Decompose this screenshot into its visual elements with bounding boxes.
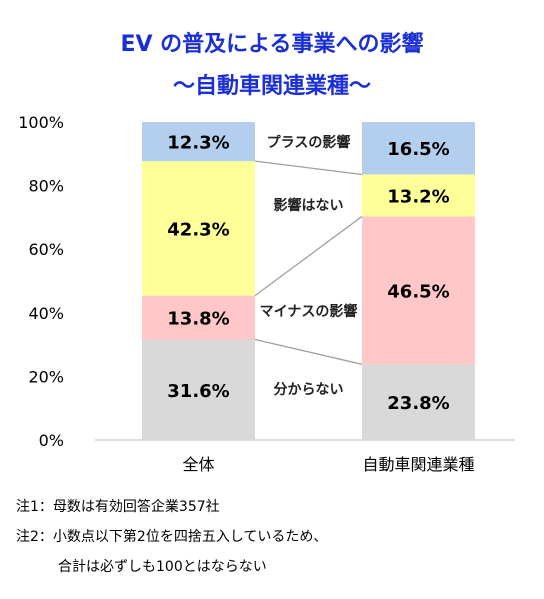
y-tick-label: 40% xyxy=(28,304,64,323)
data-label: 13.8% xyxy=(167,309,229,330)
bar-segment xyxy=(362,122,475,175)
category-label: 自動車関連業種 xyxy=(362,455,474,474)
bar-segment xyxy=(362,174,475,217)
data-label: 12.3% xyxy=(167,133,229,154)
stacked-bar-chart: 0% 20% 40% 60% 80% 100% 31.6% 13.8% 42.3% 12.3% 全体… xyxy=(18,113,515,474)
series-label: プラスの影響 xyxy=(267,134,351,151)
y-tick-label: 80% xyxy=(28,177,64,196)
data-label: 46.5% xyxy=(387,281,449,302)
data-label: 31.6% xyxy=(167,381,229,402)
y-tick-label: 20% xyxy=(28,367,64,386)
chart-subtitle: ～自動車関連業種～ xyxy=(172,74,371,99)
bar-segment xyxy=(142,295,255,340)
connector-line xyxy=(254,215,363,297)
footnote-3: 合計は必ずしも100とはならない xyxy=(58,559,267,575)
bar-segment xyxy=(362,216,475,365)
series-label: マイナスの影響 xyxy=(260,303,358,320)
series-label: 分からない xyxy=(274,382,344,398)
bar-segment xyxy=(142,339,255,440)
data-label: 23.8% xyxy=(387,393,449,414)
footnote-1: 注1：母数は有効回答企業357社 xyxy=(16,499,220,515)
connector-line xyxy=(254,338,363,365)
bar-segment xyxy=(362,364,475,440)
series-label: 影響はない xyxy=(274,197,344,214)
bar-segment xyxy=(142,161,255,296)
connector-line xyxy=(254,160,363,176)
footnote-2: 注2：小数点以下第2位を四捨五入しているため、 xyxy=(16,529,328,545)
y-tick-label: 60% xyxy=(28,240,64,259)
bar-segment xyxy=(142,122,255,162)
y-tick-label: 100% xyxy=(18,113,64,132)
y-tick-label: 0% xyxy=(39,431,64,450)
data-label: 16.5% xyxy=(387,139,449,160)
data-label: 13.2% xyxy=(387,186,449,207)
chart-title: EV の普及による事業への影響 xyxy=(120,32,424,57)
data-label: 42.3% xyxy=(167,219,229,240)
category-label: 全体 xyxy=(182,455,214,474)
